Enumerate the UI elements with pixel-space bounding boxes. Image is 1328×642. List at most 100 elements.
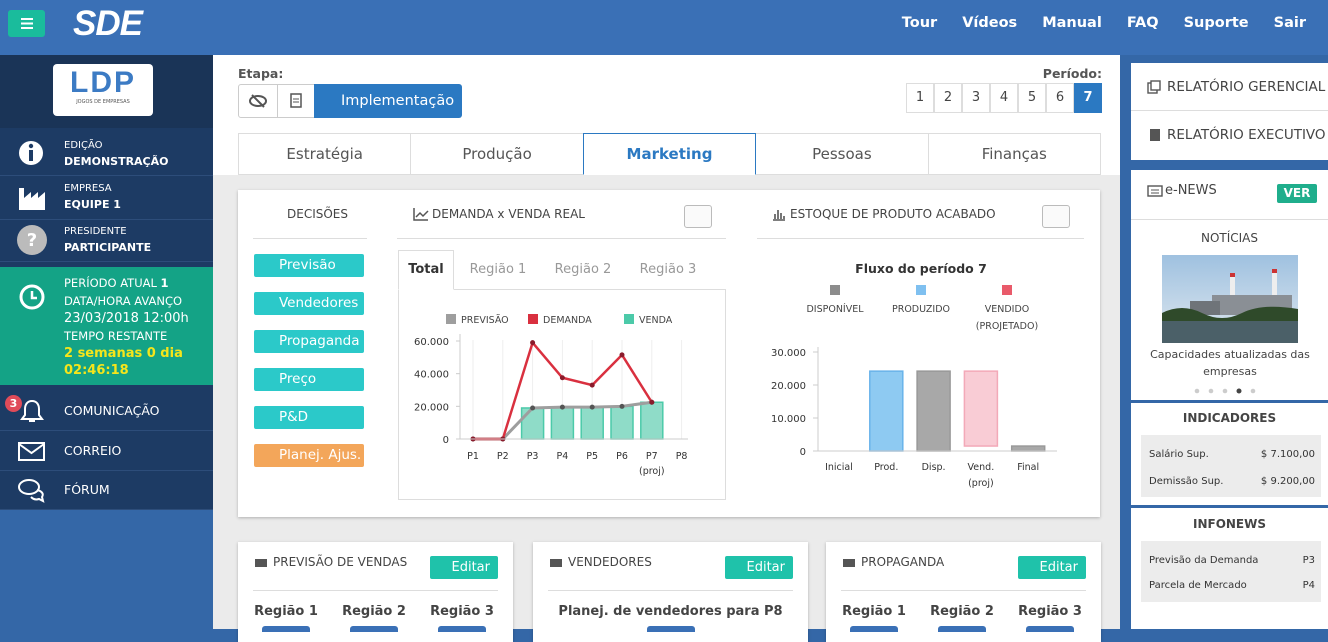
x-tick-label: P7 (proj) — [639, 451, 665, 477]
tab[interactable]: Pessoas — [755, 133, 929, 175]
period-button[interactable]: 3 — [962, 83, 990, 113]
nav-item[interactable]: FAQ — [1126, 15, 1159, 31]
bar — [580, 406, 604, 440]
value: 1 — [160, 276, 169, 290]
legend-swatch — [1002, 285, 1012, 295]
decision-button[interactable]: Previsão — [254, 254, 364, 277]
doc-button[interactable] — [1042, 205, 1070, 228]
ver-button[interactable]: VER — [1277, 184, 1317, 203]
legend-label: VENDA — [639, 315, 673, 326]
period-button[interactable]: 4 — [990, 83, 1018, 113]
shape — [550, 559, 562, 567]
decision-button[interactable]: Preço — [254, 368, 364, 391]
legend-label: PRODUZIDO — [891, 304, 950, 315]
chart-icon — [773, 210, 785, 221]
legend-swatch — [830, 285, 840, 295]
value: 02:46:18 — [64, 363, 129, 378]
menu-item[interactable]: FÓRUM — [0, 471, 213, 510]
divider — [1131, 110, 1328, 111]
shape — [17, 225, 47, 255]
section-title: DECISÕES — [287, 207, 349, 221]
nav-item[interactable]: Manual — [1042, 15, 1102, 31]
news-image — [1162, 255, 1298, 343]
doc-button[interactable] — [277, 84, 315, 118]
edit-button[interactable]: Editar — [430, 556, 498, 579]
icon — [20, 399, 44, 422]
divider — [253, 590, 498, 591]
row-value: P3 — [1302, 555, 1315, 566]
legend-label: DISPONÍVEL — [806, 304, 864, 315]
edit-button[interactable]: Editar — [725, 556, 793, 579]
badge: 3 — [5, 395, 22, 412]
bar — [640, 401, 664, 440]
shape — [30, 489, 45, 503]
menu-item[interactable]: CORREIO — [0, 431, 213, 471]
tab[interactable]: Finanças — [927, 133, 1101, 175]
shape — [20, 399, 44, 422]
chart-tab[interactable]: Total — [408, 262, 444, 277]
chart-subtitle: Fluxo do período 7 — [855, 261, 987, 276]
period-button[interactable]: 6 — [1046, 83, 1074, 113]
period-button[interactable]: 1 — [906, 83, 934, 113]
menu-label: FÓRUM — [64, 482, 110, 497]
legend-label: VENDIDO (PROJETADO) — [975, 304, 1039, 332]
menu-icon — [21, 18, 33, 29]
menu-item[interactable]: COMUNICAÇÃO 3 — [0, 392, 213, 431]
label: EDIÇÃO — [64, 140, 103, 151]
shape — [255, 559, 267, 567]
decision-button[interactable]: Propaganda — [254, 330, 364, 353]
card-title: PREVISÃO DE VENDAS — [273, 555, 408, 569]
icon — [18, 441, 45, 461]
y-tick-label: 60.000 — [414, 337, 449, 348]
logo-sub: JOGOS DE EMPRESAS — [76, 99, 130, 105]
nav-item[interactable]: Vídeos — [962, 15, 1018, 31]
legend-swatch — [624, 314, 634, 324]
edit-button[interactable]: Editar — [1018, 556, 1086, 579]
tab[interactable]: Estratégia — [238, 133, 412, 175]
field — [646, 626, 695, 632]
nav-item[interactable]: Suporte — [1183, 15, 1249, 31]
nav-item[interactable]: Tour — [901, 15, 938, 31]
nav-item[interactable]: Sair — [1273, 15, 1306, 31]
carousel-dots — [1194, 388, 1256, 394]
chart-tab[interactable]: Região 2 — [554, 262, 612, 277]
chart-tab[interactable]: Região 1 — [469, 262, 527, 277]
field — [1026, 626, 1074, 632]
indicadores-box: Salário Sup. $ 7.100,00 Demissão Sup. $ 9.2… — [1141, 435, 1321, 497]
tab[interactable]: Produção — [410, 133, 584, 175]
report-link[interactable]: RELATÓRIO GERENCIAL — [1167, 79, 1326, 95]
value: PARTICIPANTE — [64, 241, 152, 254]
x-tick-label: Final — [1017, 462, 1040, 473]
nav: Tour Vídeos Manual FAQ Suporte Sair — [902, 15, 1306, 31]
period-button[interactable]: 5 — [1018, 83, 1046, 113]
shape — [28, 143, 34, 149]
x-tick-label: P6 — [616, 451, 628, 462]
bar — [963, 370, 999, 447]
menu-button[interactable] — [8, 10, 45, 37]
icon — [255, 559, 267, 567]
field — [850, 626, 898, 632]
eye-button[interactable] — [238, 84, 278, 118]
tab-active[interactable] — [398, 250, 454, 290]
period-button[interactable]: 7 — [1074, 83, 1102, 113]
point — [559, 375, 565, 381]
tab[interactable]: Marketing — [582, 133, 757, 175]
decision-button[interactable]: Planej. Ajus. — [254, 444, 364, 467]
chart-tab[interactable]: Região 3 — [639, 262, 697, 277]
doc-button[interactable] — [684, 205, 712, 228]
stage-button[interactable]: Implementação — [314, 84, 462, 118]
enews-panel: e-NEWS VER NOTÍCIAS Capacidades atualiza… — [1131, 170, 1328, 400]
menu-label: CORREIO — [64, 442, 122, 458]
report-link[interactable]: RELATÓRIO EXECUTIVO — [1167, 127, 1326, 143]
bar — [869, 370, 904, 452]
periodo-label: Período: — [1042, 66, 1102, 81]
period-button[interactable]: 2 — [934, 83, 962, 113]
decision-button[interactable]: Vendedores — [254, 292, 364, 315]
shape — [29, 150, 33, 161]
divider — [548, 590, 793, 591]
decision-button[interactable]: P&D — [254, 406, 364, 429]
point — [589, 404, 595, 410]
shape — [19, 188, 45, 210]
divider — [757, 238, 1084, 239]
divider — [253, 238, 367, 239]
